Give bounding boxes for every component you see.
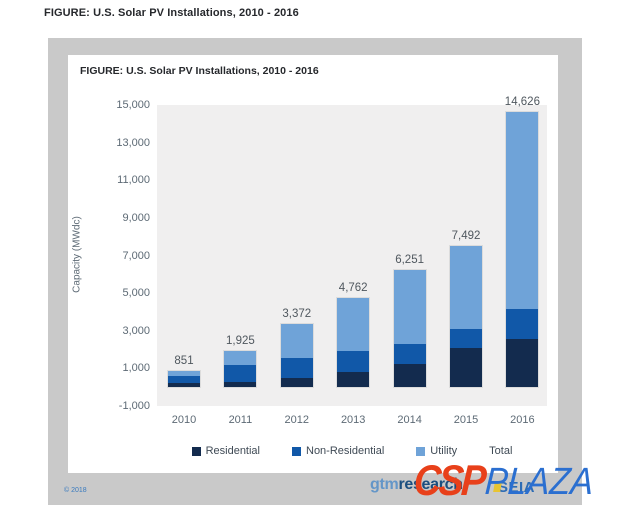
y-tick-label: 7,000 (122, 249, 150, 262)
y-tick-label: 13,000 (116, 136, 150, 149)
chart-panel: FIGURE: U.S. Solar PV Installations, 201… (68, 55, 558, 473)
legend-label: Residential (205, 445, 260, 457)
bar-segment-residential (337, 372, 370, 388)
bar-segment-utility (450, 246, 482, 329)
bar-segment-utility (280, 323, 313, 359)
x-tick-label: 2010 (171, 414, 197, 426)
legend-item-utility: Utility (416, 445, 457, 457)
bar-segment-residential (506, 338, 539, 388)
bar-segment-residential (450, 347, 482, 388)
figure-frame: FIGURE: U.S. Solar PV Installations, 201… (48, 38, 582, 505)
bar-segment-utility (168, 371, 200, 377)
y-tick-label: 1,000 (122, 362, 150, 375)
y-tick-label: -1,000 (118, 400, 150, 412)
total-value-label: 7,492 (451, 230, 481, 243)
bar-segment-non-residential (280, 358, 313, 378)
gtm-logo-prefix: gtm (370, 476, 399, 493)
y-tick-label: 9,000 (122, 211, 150, 224)
stacked-bar-2012 (279, 322, 314, 389)
legend-item-residential: Residential (191, 445, 260, 457)
bar-segment-residential (393, 363, 426, 388)
bar-segment-non-residential (506, 308, 539, 339)
bar-segment-non-residential (450, 328, 482, 348)
y-tick-label: 11,000 (117, 174, 150, 187)
x-tick-label: 2014 (397, 414, 422, 426)
stacked-bar-2015 (449, 245, 483, 389)
bar-segment-utility (337, 297, 370, 352)
legend-item-total: Total (489, 445, 512, 457)
stacked-bar-2013 (336, 296, 371, 389)
bar-segment-utility (224, 350, 257, 366)
gtm-logo-suffix: research (398, 476, 463, 493)
total-value-label: 851 (174, 355, 194, 368)
total-value-label: 1,925 (226, 334, 255, 347)
total-value-label: 4,762 (338, 281, 368, 294)
legend-label: Utility (430, 445, 458, 457)
x-tick-label: 2016 (510, 414, 535, 426)
legend-swatch-icon (191, 446, 201, 456)
stacked-bar-2014 (392, 268, 427, 389)
stacked-bar-2010 (167, 370, 201, 389)
legend-label: Total (489, 445, 513, 457)
seia-logo-text: SEIA (498, 479, 536, 496)
total-value-label: 14,626 (504, 96, 540, 109)
y-tick-label: 3,000 (122, 324, 150, 337)
bar-segment-residential (224, 381, 257, 388)
stacked-bar-2011 (223, 349, 258, 389)
bar-segment-residential (280, 377, 313, 388)
bar-segment-non-residential (393, 344, 426, 364)
x-tick-label: 2011 (228, 414, 253, 426)
gtm-research-logo: gtmresearch (370, 476, 463, 494)
page-title: FIGURE: U.S. Solar PV Installations, 201… (44, 7, 299, 19)
x-tick-label: 2012 (284, 414, 310, 426)
total-value-label: 6,251 (395, 253, 424, 266)
chart-title: FIGURE: U.S. Solar PV Installations, 201… (80, 65, 319, 77)
legend-swatch-icon (292, 446, 301, 456)
x-tick-label: 2013 (340, 414, 366, 426)
bar-segment-utility (506, 112, 539, 309)
bar-segment-non-residential (224, 365, 257, 382)
bar-segment-non-residential (337, 351, 370, 373)
x-tick-label: 2015 (453, 414, 479, 426)
legend-swatch-icon (416, 446, 426, 456)
legend-item-non-residential: Non-Residential (292, 445, 384, 457)
bar-segment-utility (393, 269, 426, 345)
y-axis-label: Capacity (MWdc) (71, 216, 83, 293)
bar-segment-non-residential (168, 376, 200, 383)
bar-segment-residential (168, 382, 200, 388)
y-tick-label: 5,000 (122, 287, 150, 300)
total-value-label: 3,372 (282, 307, 312, 320)
stacked-bar-2016 (505, 111, 540, 389)
legend-label: Non-Residential (306, 445, 385, 457)
seia-logo: SEIA (493, 479, 536, 496)
copyright-text: © 2018 (64, 487, 87, 494)
y-tick-label: 15,000 (116, 99, 150, 111)
chart-legend: Residential Non-Residential Utility Total (157, 445, 547, 457)
